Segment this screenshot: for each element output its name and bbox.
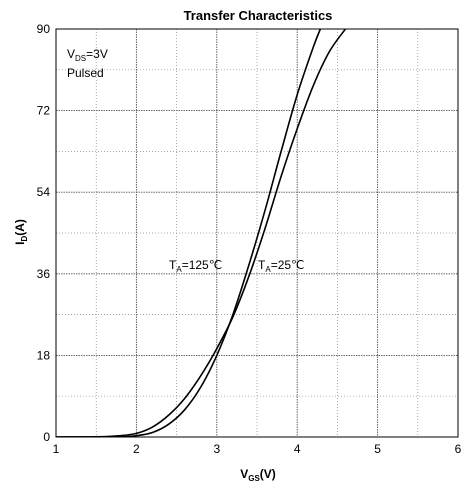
series-label-25c: TA=25℃ bbox=[258, 258, 305, 274]
x-tick-label: 5 bbox=[374, 442, 381, 456]
x-tick-label: 3 bbox=[213, 442, 220, 456]
y-tick-label: 18 bbox=[37, 348, 51, 362]
x-axis-label: VGS(V) bbox=[240, 467, 276, 483]
series-label-125c: TA=125℃ bbox=[169, 258, 222, 274]
y-axis-label: ID(A) bbox=[13, 219, 29, 245]
grid bbox=[56, 29, 458, 437]
x-tick-labels: 1 2 3 4 5 6 bbox=[53, 442, 462, 456]
condition-pulsed: Pulsed bbox=[67, 66, 104, 80]
x-tick-label: 6 bbox=[455, 442, 462, 456]
y-tick-label: 72 bbox=[37, 104, 51, 118]
x-tick-label: 2 bbox=[133, 442, 140, 456]
y-tick-labels: 0 18 36 54 72 90 bbox=[37, 22, 51, 444]
x-tick-label: 4 bbox=[294, 442, 301, 456]
series-line-125c bbox=[56, 29, 347, 437]
series-line-25c bbox=[56, 29, 322, 437]
y-tick-label: 54 bbox=[37, 185, 51, 199]
y-tick-label: 0 bbox=[43, 430, 50, 444]
y-tick-label: 36 bbox=[37, 267, 51, 281]
curves bbox=[56, 29, 347, 437]
x-tick-label: 1 bbox=[53, 442, 60, 456]
y-tick-label: 90 bbox=[37, 22, 51, 36]
plot-frame bbox=[55, 28, 459, 438]
chart-title: Transfer Characteristics bbox=[184, 8, 333, 23]
condition-vds: VDS=3V bbox=[67, 47, 108, 63]
